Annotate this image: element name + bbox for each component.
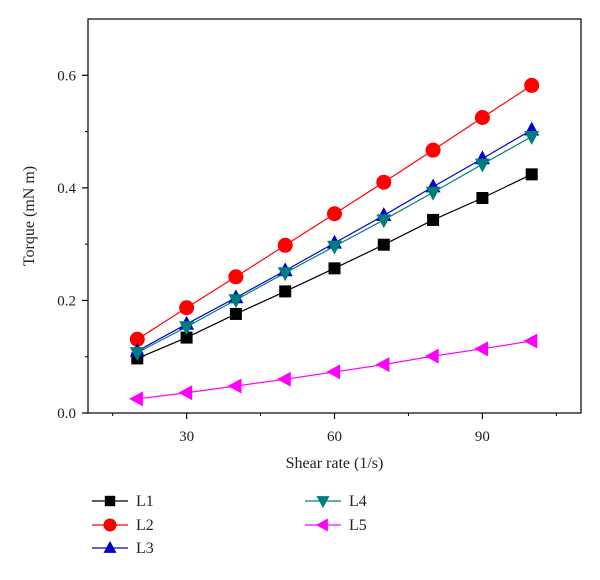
legend-label: L5 xyxy=(349,517,367,534)
data-point-l5 xyxy=(424,348,439,364)
data-point-l2 xyxy=(524,77,540,93)
data-point-l4 xyxy=(524,131,540,145)
x-axis-title: Shear rate (1/s) xyxy=(286,455,384,472)
data-point-l4 xyxy=(277,267,293,282)
legend-item-l3: L3 xyxy=(92,540,154,557)
data-point-l1 xyxy=(180,331,193,344)
legend-item-l5: L5 xyxy=(305,517,367,534)
series-l5 xyxy=(129,333,538,407)
data-point-l5 xyxy=(474,341,489,357)
axes: 30 60 90 0.0 0.2 0.4 0.6 xyxy=(57,68,557,445)
series-l4 xyxy=(129,131,540,362)
data-point-l1 xyxy=(377,238,390,251)
data-point-l1 xyxy=(427,213,440,226)
data-point-l2 xyxy=(277,237,293,253)
data-point-l1 xyxy=(229,307,242,320)
data-point-l2 xyxy=(228,269,244,285)
legend-marker xyxy=(315,518,328,532)
legend: L1 L2 L3 L4 L5 xyxy=(92,493,367,557)
data-point-l5 xyxy=(129,391,143,407)
data-point-l5 xyxy=(276,371,291,387)
data-point-l2 xyxy=(129,331,145,347)
data-point-l4 xyxy=(179,321,195,336)
data-point-l1 xyxy=(328,262,341,275)
data-point-l4 xyxy=(129,347,145,362)
series-layer xyxy=(129,77,540,407)
data-point-l2 xyxy=(179,300,195,316)
data-point-l4 xyxy=(228,294,244,309)
legend-marker xyxy=(103,540,117,553)
data-point-l5 xyxy=(227,378,242,394)
legend-label: L2 xyxy=(136,517,154,534)
data-point-l4 xyxy=(425,186,441,201)
series-l2 xyxy=(129,77,540,347)
legend-label: L3 xyxy=(136,540,154,557)
data-point-l2 xyxy=(474,110,490,125)
x-tick-label: 30 xyxy=(179,429,194,445)
data-point-l1 xyxy=(279,285,292,298)
x-tick-label: 90 xyxy=(475,429,490,445)
legend-label: L4 xyxy=(349,493,367,510)
y-tick-label: 0.0 xyxy=(57,406,76,422)
data-point-l1 xyxy=(476,191,489,204)
data-point-l5 xyxy=(375,357,390,373)
data-point-l5 xyxy=(326,364,341,380)
legend-marker xyxy=(316,496,330,509)
y-tick-label: 0.4 xyxy=(57,181,76,197)
legend-label: L1 xyxy=(136,493,154,510)
data-point-l2 xyxy=(376,174,392,190)
series-l1 xyxy=(131,168,538,365)
data-point-l1 xyxy=(525,168,538,181)
data-point-l4 xyxy=(474,158,490,173)
data-point-l2 xyxy=(425,142,441,158)
data-point-l5 xyxy=(178,385,193,401)
data-point-l2 xyxy=(327,206,342,222)
legend-item-l2: L2 xyxy=(92,517,154,534)
legend-item-l1: L1 xyxy=(92,493,154,510)
legend-marker xyxy=(104,495,116,507)
legend-item-l4: L4 xyxy=(305,493,367,510)
data-point-l4 xyxy=(327,240,342,255)
legend-marker xyxy=(103,518,117,532)
data-point-l4 xyxy=(376,214,392,229)
y-axis-title: Torque (mN m) xyxy=(21,166,38,266)
y-tick-label: 0.6 xyxy=(57,68,76,84)
y-tick-label: 0.2 xyxy=(57,293,76,309)
x-tick-label: 60 xyxy=(327,429,342,445)
data-point-l5 xyxy=(523,333,538,349)
